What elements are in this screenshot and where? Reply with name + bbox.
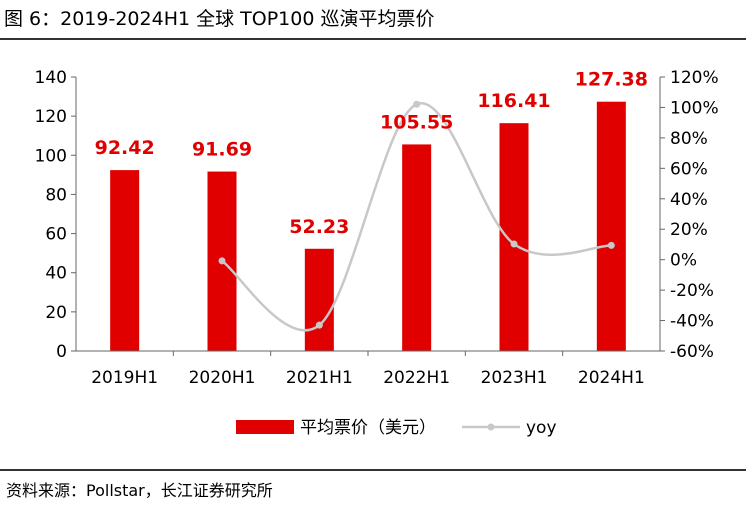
data-label-2022H1: 105.55 [380,111,453,133]
left-tick-label: 0 [56,342,67,362]
x-tick-label: 2020H1 [189,368,256,388]
right-tick-label: -60% [670,342,714,362]
left-tick-label: 40 [45,264,67,284]
data-labels: 92.42 91.69 52.23 105.55 116.41 127.38 [95,69,648,238]
chart: 0 20 40 60 80 100 120 140 -60% -40% -20% 0% 20% 40% 60… [35,68,719,438]
title-divider [0,38,746,40]
axes: 0 20 40 60 80 100 120 140 -60% -40% -20% 0% 20% 40% 60… [35,68,719,388]
yoy-point-2020H1 [218,257,226,265]
source-note: 资料来源：Pollstar，长江证券研究所 [6,481,273,500]
right-tick-label: 0% [670,251,697,271]
yoy-point-2021H1 [315,321,323,329]
source-divider [0,469,746,471]
left-tick-label: 100 [35,146,67,166]
x-tick-label: 2024H1 [578,368,645,388]
left-tick-label: 140 [35,68,67,88]
left-tick-label: 120 [35,107,67,127]
left-tick-label: 20 [45,303,67,323]
bar-2023H1 [499,123,529,351]
bar-2019H1 [110,170,140,351]
data-label-2023H1: 116.41 [477,90,550,112]
legend: 平均票价（美元） yoy [236,418,557,438]
yoy-point-2023H1 [510,240,518,248]
legend-bar-swatch [236,420,294,434]
yoy-point-2022H1 [413,100,421,108]
figure-title: 图 6：2019-2024H1 全球 TOP100 巡演平均票价 [4,8,435,30]
bar-2024H1 [596,101,626,351]
yoy-series [218,100,615,332]
yoy-point-2024H1 [607,241,615,249]
data-label-2024H1: 127.38 [575,69,648,91]
right-tick-label: 60% [670,159,708,179]
legend-bar-label: 平均票价（美元） [300,418,436,438]
right-tick-label: 100% [670,98,719,118]
right-tick-label: 20% [670,220,708,240]
x-tick-label: 2021H1 [286,368,353,388]
x-tick-label: 2022H1 [383,368,450,388]
bar-2022H1 [402,144,432,351]
data-label-2021H1: 52.23 [289,216,349,238]
data-label-2019H1: 92.42 [95,137,155,159]
right-tick-label: 40% [670,190,708,210]
right-tick-label: -20% [670,281,714,301]
data-label-2020H1: 91.69 [192,139,252,161]
left-tick-label: 60 [45,225,67,245]
right-tick-label: -40% [670,312,714,332]
right-tick-label: 120% [670,68,719,88]
bar-series [110,101,626,351]
x-tick-label: 2019H1 [91,368,158,388]
x-tick-label: 2023H1 [481,368,548,388]
yoy-line [221,102,612,332]
legend-yoy-marker [487,423,495,431]
left-tick-label: 80 [45,185,67,205]
bar-2021H1 [304,248,334,351]
legend-yoy-label: yoy [526,418,557,438]
right-tick-label: 80% [670,129,708,149]
